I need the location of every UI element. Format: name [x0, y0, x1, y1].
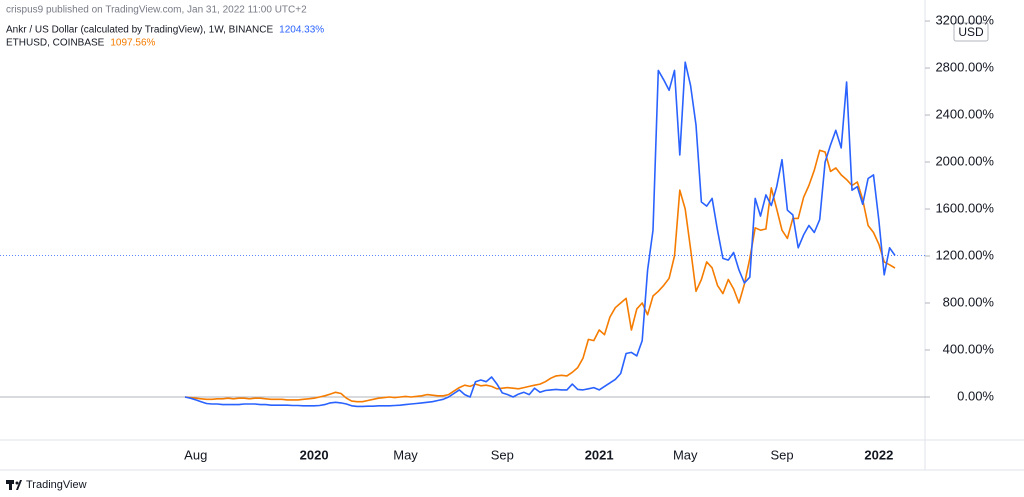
legend-value: 1097.56% [110, 38, 155, 49]
plot [0, 61, 925, 408]
y-tick-label: 2400.00% [935, 106, 994, 121]
x-tick-label: Sep [770, 447, 793, 462]
y-tick-label: 1600.00% [935, 200, 994, 215]
legend-label: Ankr / US Dollar (calculated by TradingV… [6, 25, 273, 36]
y-tick-label: 1200.00% [935, 247, 994, 262]
header: crispus9 published on TradingView.com, J… [6, 5, 307, 16]
y-tick-label: 2800.00% [935, 59, 994, 74]
series-line [184, 61, 896, 408]
x-tick-label: May [393, 447, 418, 462]
x-tick-label: 2021 [585, 447, 614, 462]
y-tick-label: 0.00% [957, 388, 994, 403]
brand: TradingView [26, 479, 87, 491]
x-tick-label: 2022 [864, 447, 893, 462]
series-line [184, 149, 896, 403]
y-tick-label: 3200.00% [935, 12, 994, 27]
brand-logo [6, 480, 22, 490]
currency: USD [958, 25, 984, 39]
x-tick-label: 2020 [300, 447, 329, 462]
x-tick-label: May [673, 447, 698, 462]
y-tick-label: 2000.00% [935, 153, 994, 168]
legend-value: 1204.33% [279, 25, 324, 36]
y-tick-label: 800.00% [943, 294, 995, 309]
legend-label: ETHUSD, COINBASE [6, 38, 105, 49]
x-tick-label: Sep [491, 447, 514, 462]
x-tick-label: Aug [184, 447, 207, 462]
y-tick-label: 400.00% [943, 341, 995, 356]
currency-box [953, 22, 989, 42]
